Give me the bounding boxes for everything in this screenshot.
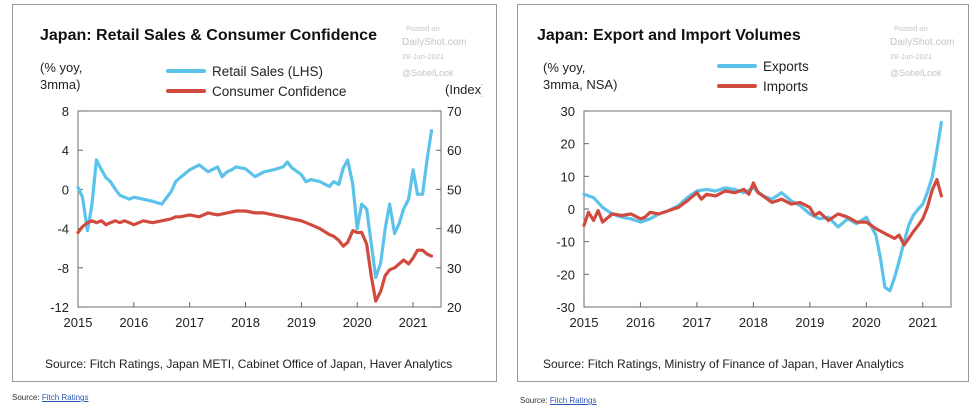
- watermark-text: @SobelLook: [890, 68, 942, 78]
- footer-source-prefix: Source:: [12, 393, 40, 402]
- chart-panel-retail: Japan: Retail Sales & Consumer Confidenc…: [0, 4, 497, 402]
- y-tick-label: 4: [62, 143, 69, 158]
- footer-source-link[interactable]: Fitch Ratings: [549, 396, 597, 405]
- y-tick-label: 10: [561, 169, 575, 184]
- x-tick-label: 2016: [626, 315, 655, 330]
- y-axis-unit-label: (% yoy,: [543, 60, 585, 75]
- retail-confidence-chart: Japan: Retail Sales & Consumer Confidenc…: [40, 24, 482, 371]
- x-tick-label: 2015: [570, 315, 599, 330]
- x-tick-label: 2018: [231, 315, 260, 330]
- series-line-0: [582, 120, 943, 293]
- watermark-text: Posted on: [406, 24, 440, 33]
- watermark-text: @SobelLook: [402, 68, 454, 78]
- x-tick-label: 2020: [852, 315, 881, 330]
- y-tick-label: 0: [62, 182, 69, 197]
- series-line-1: [76, 209, 434, 303]
- y-tick-label: 8: [62, 104, 69, 119]
- y-tick-label: -4: [57, 222, 69, 237]
- y-axis-unit-label: 3mma, NSA): [543, 77, 617, 92]
- y-tick-label: -10: [556, 235, 575, 250]
- footer-source: Source: Fitch Ratings: [520, 396, 597, 405]
- x-tick-label: 2021: [908, 315, 937, 330]
- y-tick-label: -30: [556, 300, 575, 315]
- x-tick-label: 2020: [343, 315, 372, 330]
- footer-source: Source: Fitch Ratings: [12, 393, 89, 402]
- y2-tick-label: 50: [447, 182, 461, 197]
- y-tick-label: 0: [568, 202, 575, 217]
- series-line-0: [76, 128, 434, 280]
- plot-area: [77, 110, 442, 308]
- y-tick-label: -12: [50, 300, 69, 315]
- y-tick-label: 30: [561, 104, 575, 119]
- y2-tick-label: 40: [447, 222, 461, 237]
- x-tick-label: 2015: [64, 315, 93, 330]
- y2-tick-label: 70: [447, 104, 461, 119]
- y-tick-label: -8: [57, 261, 69, 276]
- legend-label: Consumer Confidence: [212, 84, 346, 99]
- x-tick-label: 2021: [399, 315, 428, 330]
- x-tick-label: 2019: [795, 315, 824, 330]
- x-tick-label: 2016: [119, 315, 148, 330]
- x-tick-label: 2019: [287, 315, 316, 330]
- source-text: Source: Fitch Ratings, Japan METI, Cabin…: [45, 357, 452, 371]
- y-axis-unit-label: 3mma): [40, 77, 80, 92]
- chart-title: Japan: Export and Import Volumes: [537, 27, 801, 44]
- source-text: Source: Fitch Ratings, Ministry of Finan…: [543, 357, 904, 371]
- footer-source-prefix: Source:: [520, 396, 548, 405]
- y2-tick-label: 30: [447, 261, 461, 276]
- watermark-text: 28-Jun-2021: [890, 52, 932, 61]
- x-tick-label: 2017: [682, 315, 711, 330]
- x-tick-label: 2018: [739, 315, 768, 330]
- legend-label: Exports: [763, 59, 809, 74]
- watermark-text: Posted on: [894, 24, 928, 33]
- y2-tick-label: 60: [447, 143, 461, 158]
- footer-source-link[interactable]: Fitch Ratings: [41, 393, 89, 402]
- watermark-text: 28-Jun-2021: [402, 52, 444, 61]
- y2-axis-unit-label: (Index): [445, 82, 482, 97]
- chart-panel-trade: Japan: Export and Import Volumes Posted o…: [487, 4, 969, 405]
- y-tick-label: -20: [556, 267, 575, 282]
- y-axis-unit-label: (% yoy,: [40, 60, 82, 75]
- x-tick-label: 2017: [175, 315, 204, 330]
- series-line-1: [582, 178, 943, 247]
- y2-tick-label: 20: [447, 300, 461, 315]
- watermark-text: DailyShot.com: [402, 37, 466, 48]
- legend-label: Imports: [763, 79, 808, 94]
- watermark-text: DailyShot.com: [890, 37, 954, 48]
- chart-title: Japan: Retail Sales & Consumer Confidenc…: [40, 27, 377, 44]
- legend-label: Retail Sales (LHS): [212, 64, 323, 79]
- export-import-chart: Japan: Export and Import Volumes Posted o…: [537, 24, 954, 371]
- y-tick-label: 20: [561, 137, 575, 152]
